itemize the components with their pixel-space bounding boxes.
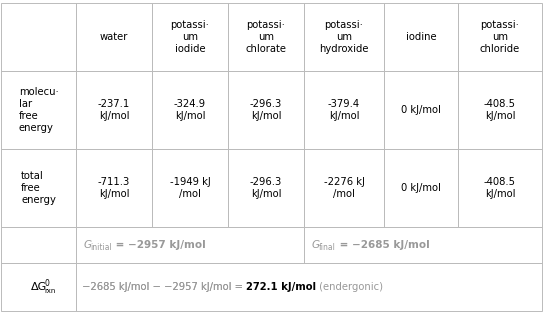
Bar bbox=[76, 3, 152, 71]
Text: iodine: iodine bbox=[405, 32, 437, 42]
Text: molecu·
lar
free
energy: molecu· lar free energy bbox=[19, 87, 58, 133]
Text: = −2685 kJ/mol: = −2685 kJ/mol bbox=[336, 240, 429, 250]
Bar bbox=[458, 3, 542, 71]
Bar bbox=[228, 3, 304, 71]
Text: final: final bbox=[318, 243, 335, 252]
Bar bbox=[76, 149, 152, 227]
Bar bbox=[304, 71, 384, 149]
Bar bbox=[76, 263, 542, 311]
Text: -408.5
kJ/mol: -408.5 kJ/mol bbox=[484, 177, 516, 199]
Text: = −2957 kJ/mol: = −2957 kJ/mol bbox=[112, 240, 206, 250]
Text: ΔG: ΔG bbox=[31, 282, 47, 292]
Text: -324.9
kJ/mol: -324.9 kJ/mol bbox=[174, 99, 206, 121]
Text: total
free
energy: total free energy bbox=[21, 171, 56, 205]
Bar bbox=[228, 149, 304, 227]
Text: -296.3
kJ/mol: -296.3 kJ/mol bbox=[250, 177, 282, 199]
Bar bbox=[152, 71, 228, 149]
Text: -1949 kJ
/mol: -1949 kJ /mol bbox=[169, 177, 210, 199]
Bar bbox=[1, 149, 76, 227]
Text: potassi·
um
iodide: potassi· um iodide bbox=[171, 20, 209, 54]
Text: G: G bbox=[312, 240, 320, 250]
Bar bbox=[76, 227, 304, 263]
Bar bbox=[1, 227, 76, 263]
Bar bbox=[458, 71, 542, 149]
Bar bbox=[304, 3, 384, 71]
Text: water: water bbox=[100, 32, 128, 42]
Bar bbox=[152, 149, 228, 227]
Bar bbox=[152, 3, 228, 71]
Bar bbox=[384, 3, 458, 71]
Text: −2685 kJ/mol − −2957 kJ/mol =: −2685 kJ/mol − −2957 kJ/mol = bbox=[82, 282, 246, 292]
Bar bbox=[1, 3, 76, 71]
Bar bbox=[384, 71, 458, 149]
Text: (endergonic): (endergonic) bbox=[316, 282, 383, 292]
Bar bbox=[384, 149, 458, 227]
Bar bbox=[304, 149, 384, 227]
Bar bbox=[228, 71, 304, 149]
Text: 0 kJ/mol: 0 kJ/mol bbox=[401, 183, 441, 193]
Text: -408.5
kJ/mol: -408.5 kJ/mol bbox=[484, 99, 516, 121]
Text: potassi·
um
chloride: potassi· um chloride bbox=[480, 20, 520, 54]
Text: 0: 0 bbox=[45, 279, 50, 287]
Text: -296.3
kJ/mol: -296.3 kJ/mol bbox=[250, 99, 282, 121]
Bar bbox=[76, 71, 152, 149]
Text: potassi·
um
chlorate: potassi· um chlorate bbox=[245, 20, 287, 54]
Bar bbox=[1, 71, 76, 149]
Text: G: G bbox=[84, 240, 92, 250]
Text: -2276 kJ
/mol: -2276 kJ /mol bbox=[324, 177, 365, 199]
Text: −2685 kJ/mol − −2957 kJ/mol =: −2685 kJ/mol − −2957 kJ/mol = bbox=[82, 282, 246, 292]
Text: 0 kJ/mol: 0 kJ/mol bbox=[401, 105, 441, 115]
Bar bbox=[458, 149, 542, 227]
Bar bbox=[1, 263, 76, 311]
Text: -379.4
kJ/mol: -379.4 kJ/mol bbox=[328, 99, 360, 121]
Text: -237.1
kJ/mol: -237.1 kJ/mol bbox=[98, 99, 130, 121]
Text: rxn: rxn bbox=[45, 288, 56, 294]
Text: -711.3
kJ/mol: -711.3 kJ/mol bbox=[98, 177, 130, 199]
Bar bbox=[304, 227, 542, 263]
Text: 272.1 kJ/mol: 272.1 kJ/mol bbox=[246, 282, 316, 292]
Text: potassi·
um
hydroxide: potassi· um hydroxide bbox=[319, 20, 369, 54]
Text: initial: initial bbox=[90, 243, 112, 252]
